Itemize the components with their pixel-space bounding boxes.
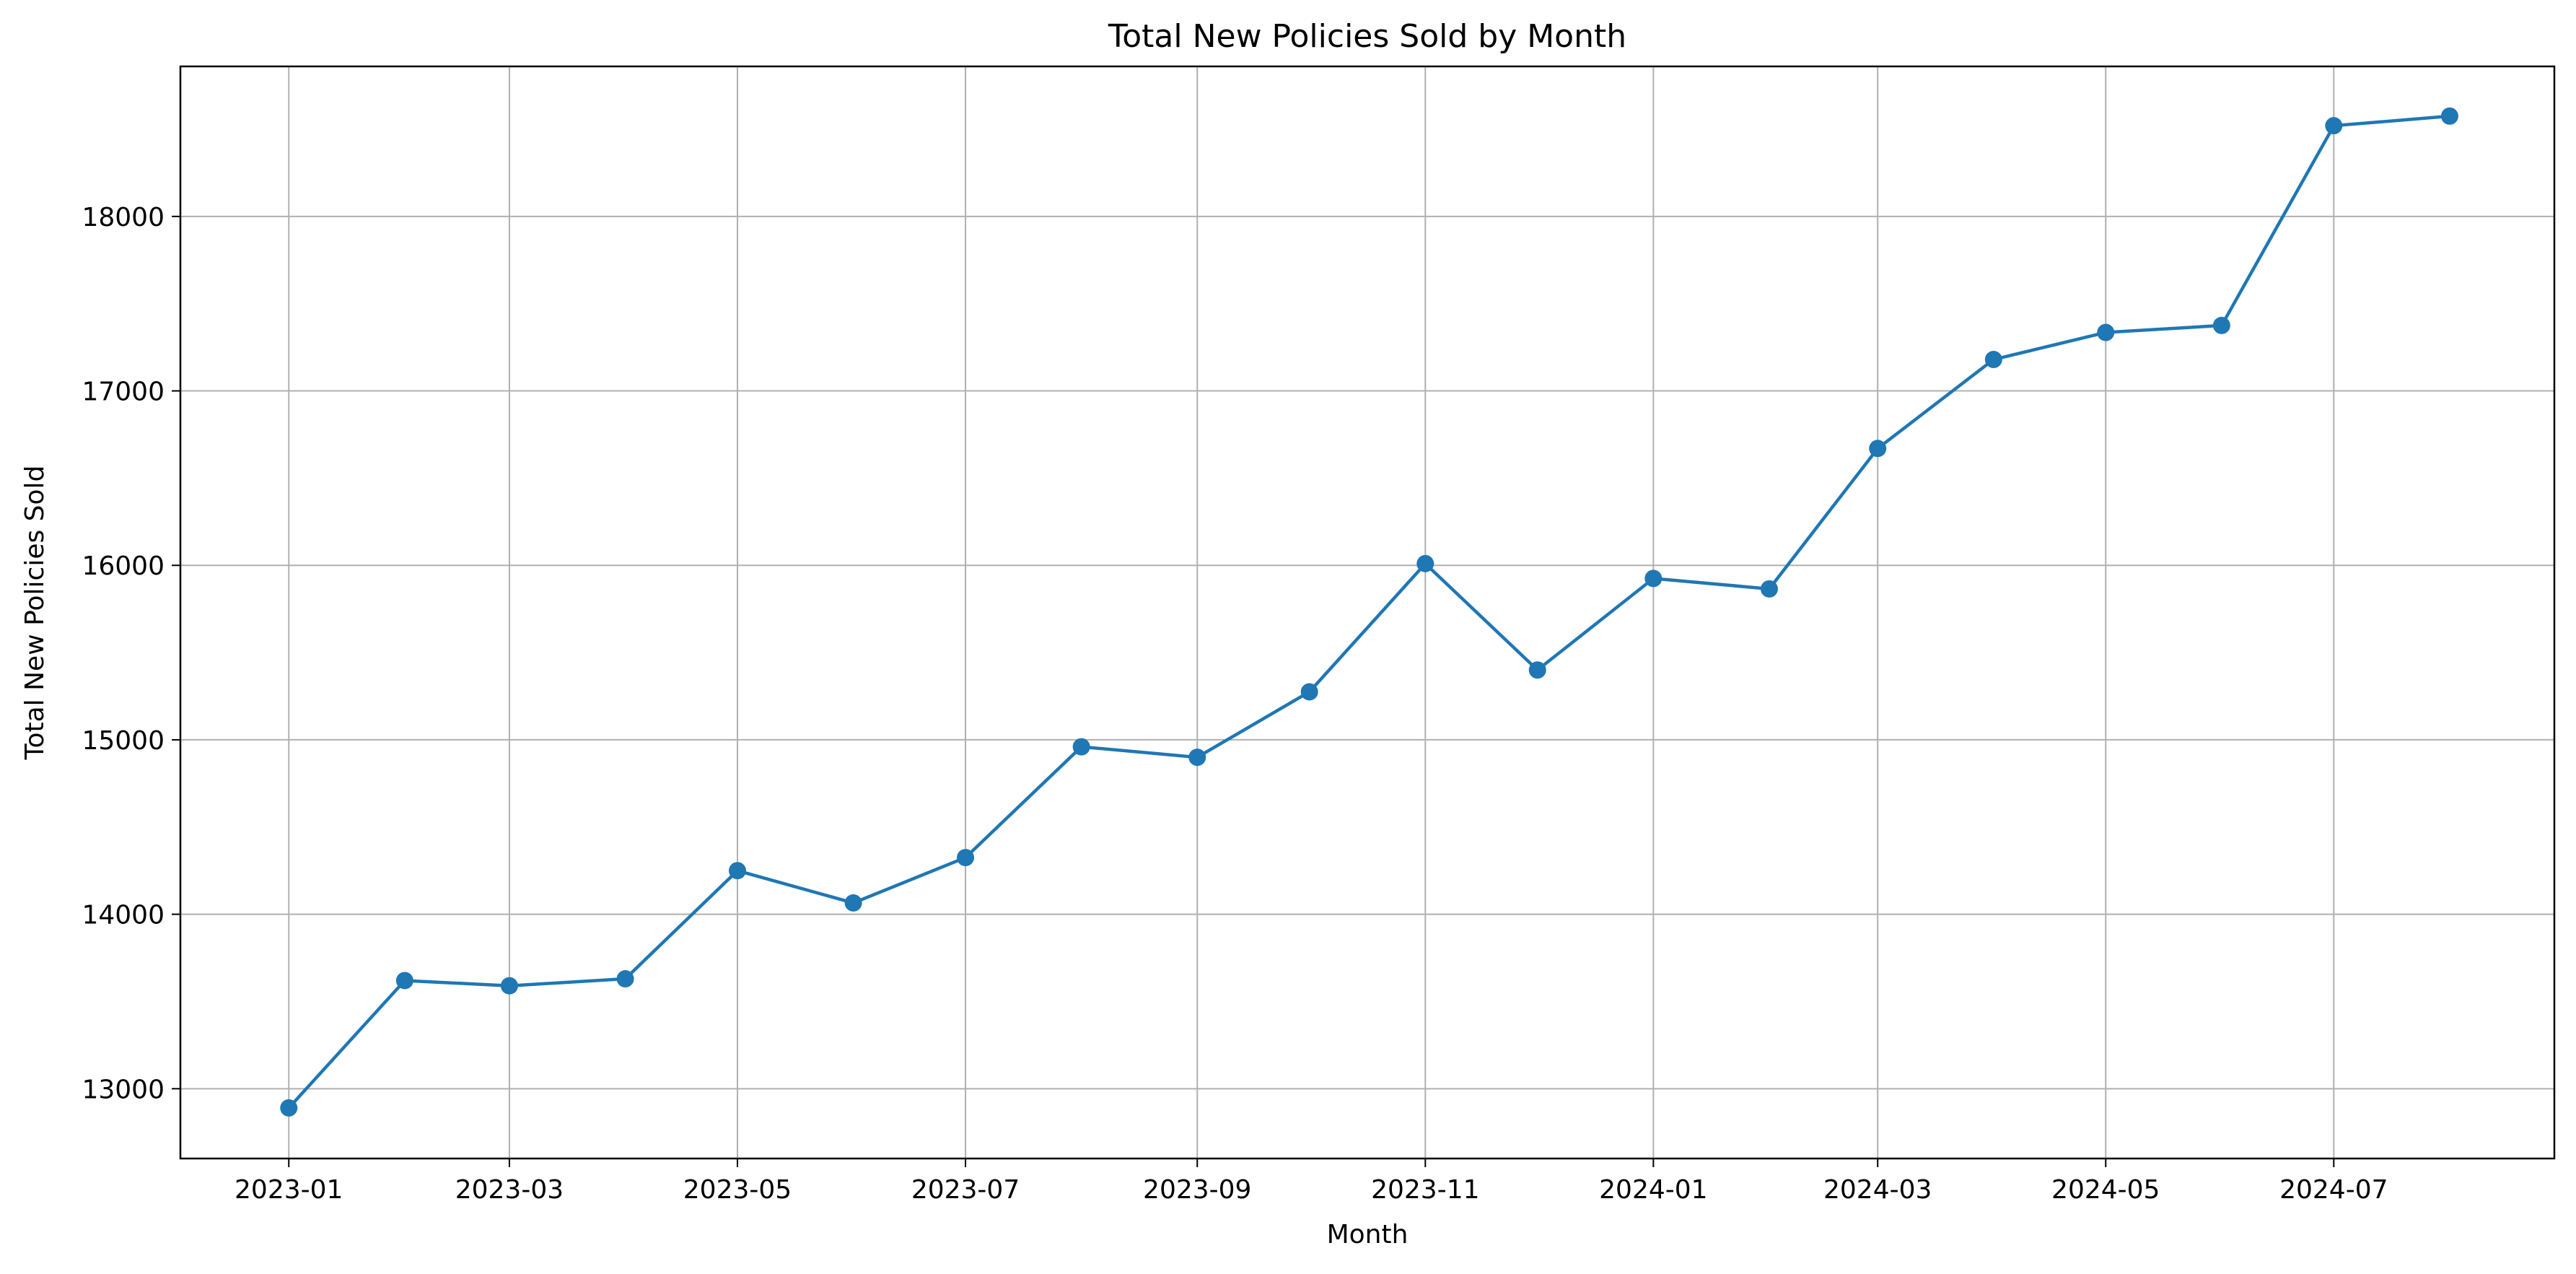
- data-point: [2325, 117, 2343, 135]
- data-point: [616, 970, 634, 988]
- series-layer: [280, 107, 2458, 1117]
- data-point: [1760, 580, 1778, 598]
- grid: [180, 66, 2554, 1159]
- x-tick-label: 2023-01: [235, 1175, 343, 1205]
- x-tick-label: 2023-11: [1371, 1175, 1479, 1205]
- x-tick-label: 2023-05: [683, 1175, 792, 1205]
- x-tick-label: 2023-07: [911, 1175, 1020, 1205]
- y-tick-label: 13000: [82, 1075, 165, 1104]
- y-tick-label: 18000: [82, 203, 165, 232]
- data-point: [1188, 749, 1206, 767]
- plot-area-frame: [179, 65, 2556, 1160]
- data-point: [1416, 554, 1434, 572]
- data-point: [728, 862, 746, 880]
- data-point: [395, 972, 413, 990]
- data-point: [1984, 351, 2002, 369]
- x-tick-label: 2024-07: [2279, 1175, 2388, 1205]
- x-tick-label: 2023-09: [1143, 1175, 1251, 1205]
- x-tick-label: 2024-05: [2051, 1175, 2160, 1205]
- series-line: [287, 114, 2452, 1110]
- data-point: [2440, 107, 2458, 125]
- data-point: [280, 1099, 298, 1117]
- data-point: [1072, 738, 1090, 756]
- x-tick-label: 2024-03: [1823, 1175, 1932, 1205]
- data-point: [1300, 683, 1318, 701]
- axis-ticks: 2023-01 2023-03 2023-05 2023-07 2023-09 2023-…: [82, 203, 2388, 1205]
- y-tick-label: 17000: [82, 378, 165, 407]
- data-point: [2212, 316, 2230, 334]
- chart-title: Total New Policies Sold by Month: [1108, 18, 1626, 55]
- x-tick-label: 2023-03: [455, 1175, 564, 1205]
- data-point: [500, 977, 518, 995]
- x-tick-label: 2024-01: [1599, 1175, 1707, 1205]
- data-point: [957, 849, 975, 867]
- x-axis-label: Month: [1327, 1220, 1409, 1249]
- y-tick-label: 15000: [82, 726, 165, 756]
- data-point: [1869, 440, 1887, 458]
- data-point: [1528, 661, 1546, 679]
- y-tick-label: 14000: [82, 901, 165, 930]
- data-point: [2097, 323, 2115, 341]
- data-point: [844, 894, 862, 912]
- y-tick-label: 16000: [82, 551, 165, 581]
- data-point: [1644, 570, 1662, 588]
- y-axis-label: Total New Policies Sold: [20, 466, 50, 761]
